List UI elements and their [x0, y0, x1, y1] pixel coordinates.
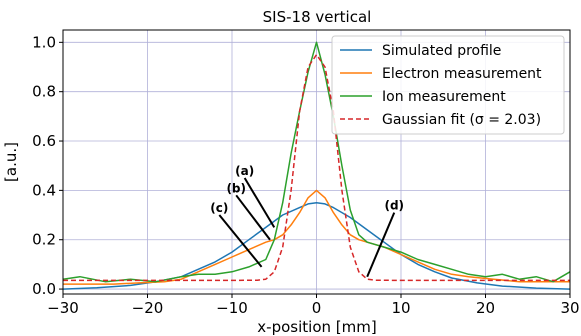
annotation-line [366, 212, 396, 278]
y-tick-label: 0.6 [32, 132, 56, 150]
y-tick-label: 0.4 [32, 181, 56, 199]
series-line-0 [62, 201, 571, 290]
annotation-line [243, 177, 276, 228]
x-tick-label: 30 [560, 299, 579, 317]
legend-box [331, 35, 565, 135]
annotations: (a) (b) (c) (d) [210, 164, 404, 278]
x-tick-label: −20 [132, 299, 164, 317]
y-tick-label: 0.8 [32, 83, 56, 101]
annotation-label: (c) [210, 201, 228, 215]
x-tick-label: 10 [391, 299, 410, 317]
legend-label: Ion measurement [382, 89, 506, 105]
y-tick-label: 0.2 [32, 231, 56, 249]
legend-label: Gaussian fit (σ = 2.03) [382, 112, 541, 128]
annotation-line [218, 214, 263, 268]
y-tick-label: 0.0 [32, 280, 56, 298]
annotation-label: (a) [235, 164, 254, 178]
ticks: −30 −20 −10 0 10 20 30 0.0 0.2 0.4 0.6 0.8 1.0 [32, 33, 579, 317]
legend-label: Electron measurement [382, 66, 542, 82]
x-tick-label: −10 [216, 299, 248, 317]
annotation-label: (b) [226, 181, 246, 195]
y-tick-label: 1.0 [32, 33, 56, 51]
chart-title: SIS-18 vertical [263, 8, 372, 26]
x-axis-label: x-position [mm] [257, 318, 376, 336]
annotation-label: (d) [384, 199, 404, 213]
x-tick-label: 0 [312, 299, 322, 317]
x-tick-label: 20 [476, 299, 495, 317]
y-axis-label: [a.u.] [2, 142, 20, 182]
series-line-2 [62, 41, 571, 283]
legend: Simulated profile Electron measurement Ion… [331, 35, 565, 135]
series-layer [62, 41, 571, 290]
annotation-line [235, 194, 271, 241]
legend-label: Simulated profile [382, 43, 501, 59]
series-line-3 [63, 53, 570, 282]
x-tick-label: −30 [47, 299, 79, 317]
series-line-1 [63, 189, 570, 285]
